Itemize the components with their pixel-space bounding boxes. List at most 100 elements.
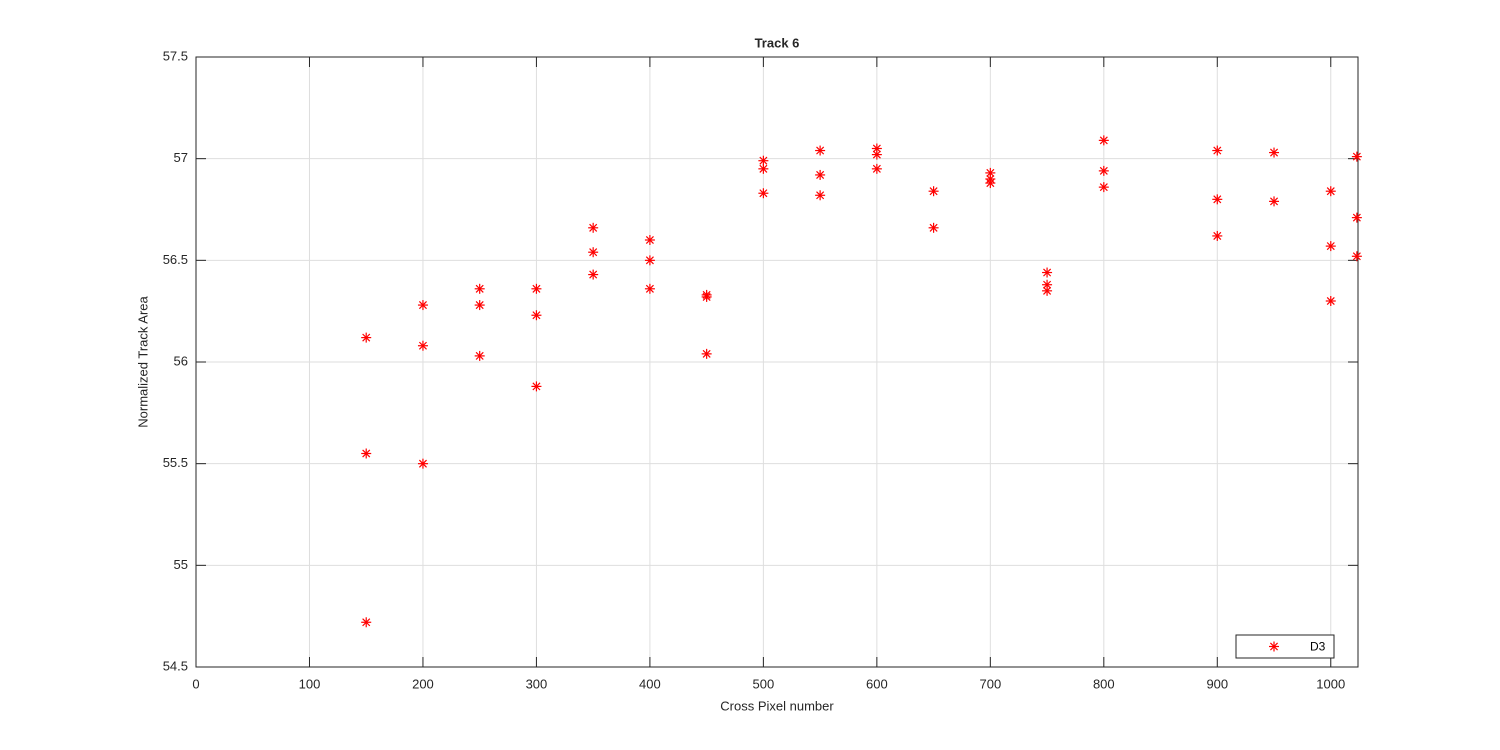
data-point	[928, 186, 939, 197]
marker-stroke	[1099, 136, 1108, 145]
y-tick-label: 57.5	[163, 48, 188, 63]
marker-stroke	[475, 284, 484, 293]
x-tick-label: 900	[1206, 676, 1228, 691]
marker-stroke	[589, 270, 598, 279]
data-point	[1269, 147, 1280, 158]
marker-stroke	[645, 256, 654, 265]
x-tick-label: 300	[526, 676, 548, 691]
data-point	[928, 222, 939, 233]
y-tick-label: 55	[174, 557, 188, 572]
y-tick-label: 56.5	[163, 252, 188, 267]
data-point	[1269, 196, 1280, 207]
marker-stroke	[702, 349, 711, 358]
data-point	[815, 190, 826, 201]
data-point	[531, 310, 542, 321]
marker-stroke	[532, 311, 541, 320]
data-point	[871, 163, 882, 174]
data-point	[815, 169, 826, 180]
y-tick-label: 56	[174, 353, 188, 368]
data-point	[588, 222, 599, 233]
data-point	[531, 283, 542, 294]
marker-stroke	[1269, 642, 1279, 651]
data-point	[1098, 135, 1109, 146]
marker-stroke	[816, 170, 825, 179]
marker-stroke	[362, 333, 371, 342]
x-tick-label: 800	[1093, 676, 1115, 691]
x-axis-label: Cross Pixel number	[720, 698, 834, 713]
legend-marker	[1269, 641, 1279, 652]
marker-stroke	[1213, 195, 1222, 204]
x-tick-label: 0	[192, 676, 199, 691]
marker-stroke	[645, 235, 654, 245]
marker-stroke	[1326, 187, 1335, 196]
x-tick-label: 600	[866, 676, 888, 691]
data-point	[1042, 267, 1053, 278]
data-point	[815, 145, 826, 156]
marker-stroke	[418, 301, 427, 310]
data-point	[758, 163, 769, 174]
marker-stroke	[986, 168, 995, 177]
marker-stroke	[532, 382, 541, 391]
x-tick-label: 100	[299, 676, 321, 691]
data-point	[1042, 285, 1053, 296]
data-point	[644, 255, 655, 266]
marker-stroke	[589, 223, 598, 232]
data-point	[758, 188, 769, 199]
axes-box	[195, 56, 1359, 668]
data-point	[474, 300, 485, 311]
marker-stroke	[929, 187, 938, 196]
marker-stroke	[1270, 148, 1279, 157]
marker-stroke	[1043, 286, 1052, 295]
data-point	[417, 340, 428, 351]
data-point	[1351, 251, 1362, 262]
marker-stroke	[759, 156, 768, 165]
data-point	[1098, 182, 1109, 193]
chart-title: Track 6	[755, 35, 800, 50]
marker-stroke	[1213, 146, 1222, 155]
marker-stroke	[816, 191, 825, 200]
data-point	[361, 617, 372, 628]
data-point	[474, 283, 485, 294]
marker-stroke	[986, 179, 995, 188]
legend-label: D3	[1310, 640, 1326, 654]
data-point	[361, 448, 372, 459]
data-point	[1351, 151, 1362, 162]
x-tick-label: 500	[753, 676, 775, 691]
marker-stroke	[1099, 166, 1108, 175]
data-point	[474, 350, 485, 361]
marker-stroke	[475, 301, 484, 310]
data-point	[1212, 194, 1223, 205]
marker-stroke	[589, 248, 598, 257]
data-point	[361, 332, 372, 343]
marker-stroke	[418, 459, 427, 468]
data-point	[1212, 145, 1223, 156]
marker-stroke	[816, 146, 825, 155]
x-tick-label: 700	[979, 676, 1001, 691]
marker-stroke	[1352, 213, 1361, 222]
y-tick-label: 54.5	[163, 658, 188, 673]
data-point	[1325, 186, 1336, 197]
marker-stroke	[1326, 296, 1335, 306]
data-point	[417, 300, 428, 311]
marker-stroke	[1352, 252, 1361, 261]
marker-stroke	[872, 144, 881, 153]
data-point	[1351, 212, 1362, 223]
data-point	[1212, 230, 1223, 241]
marker-stroke	[532, 284, 541, 293]
data-point	[417, 458, 428, 469]
marker-stroke	[418, 341, 427, 350]
marker-stroke	[362, 449, 371, 458]
marker-stroke	[1043, 268, 1052, 277]
data-point	[531, 381, 542, 392]
marker-stroke	[1213, 231, 1222, 240]
data-point	[588, 247, 599, 258]
marker-stroke	[1270, 197, 1279, 206]
marker-stroke	[475, 351, 484, 360]
marker-stroke	[759, 189, 768, 198]
marker-stroke	[759, 164, 768, 173]
data-point	[588, 269, 599, 280]
data-point	[701, 348, 712, 359]
x-tick-label: 400	[639, 676, 661, 691]
